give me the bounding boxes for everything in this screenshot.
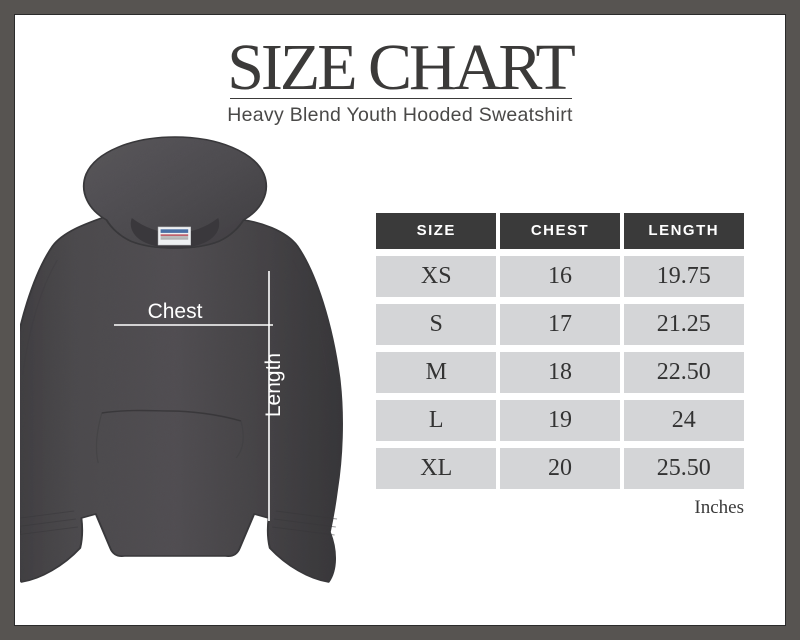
svg-text:Chest: Chest <box>148 300 203 323</box>
svg-text:Length: Length <box>262 353 285 417</box>
